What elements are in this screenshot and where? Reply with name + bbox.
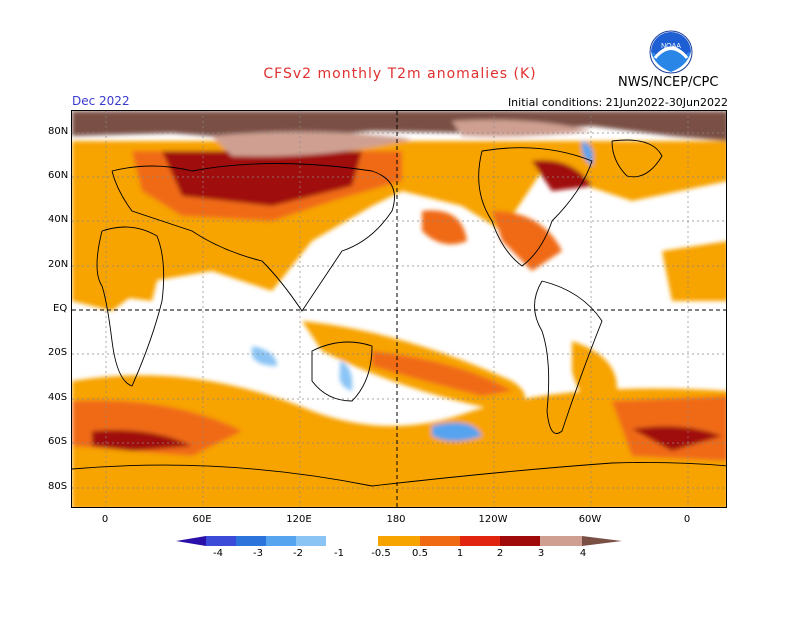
colorbar-swatch-3-2 (236, 536, 266, 546)
colorbar-swatch-below-4 (176, 536, 206, 546)
colorbar-label-m3: -3 (253, 548, 263, 559)
colorbar-label-2: 2 (496, 548, 504, 559)
map-reference-lines (72, 111, 726, 507)
coastlines (72, 139, 726, 487)
lon-label-60e: 60E (192, 514, 212, 525)
lon-label-120e: 120E (286, 514, 312, 525)
colorbar-swatch-1-2 (420, 536, 460, 546)
map-grid (72, 111, 726, 507)
colorbar-swatch-3-4 (500, 536, 540, 546)
lon-label-60w: 60W (578, 514, 602, 525)
colorbar-swatch-above (582, 536, 622, 546)
noaa-logo: NOAA (649, 30, 693, 74)
colorbar-swatch-2-1 (266, 536, 296, 546)
lat-label-40n: 40N (48, 214, 69, 225)
lon-label-0: 0 (101, 514, 109, 525)
colorbar-label-m05: -0.5 (371, 548, 391, 559)
anomaly-map (71, 110, 727, 508)
lon-label-180: 180 (386, 514, 406, 525)
map-title: CFSv2 monthly T2m anomalies (K) (263, 66, 537, 82)
colorbar-label-1: 1 (456, 548, 464, 559)
agency-label: NWS/NCEP/CPC (618, 75, 719, 90)
colorbar-label-m2: -2 (293, 548, 303, 559)
initial-conditions: Initial conditions: 21Jun2022-30Jun2022 (507, 96, 728, 109)
colorbar-swatch-2-3 (460, 536, 500, 546)
logo-text: NOAA (661, 43, 681, 50)
colorbar-label-m4: -4 (213, 548, 223, 559)
forecast-month: Dec 2022 (72, 94, 130, 108)
lat-label-60s: 60S (48, 436, 68, 447)
colorbar-swatch-4-3 (206, 536, 236, 546)
colorbar-label-05: 0.5 (412, 548, 428, 559)
lat-label-80n: 80N (48, 126, 69, 137)
colorbar-label-4: 4 (579, 548, 587, 559)
lat-label-40s: 40S (48, 392, 68, 403)
colorbar-label-3: 3 (537, 548, 545, 559)
colorbar-swatch-1-05 (296, 536, 326, 546)
lat-label-20s: 20S (48, 347, 68, 358)
colorbar-label-m1: -1 (334, 548, 344, 559)
map-canvas (72, 111, 726, 507)
lat-label-20n: 20N (48, 259, 69, 270)
colorbar-swatch-4-5 (540, 536, 582, 546)
lat-label-80s: 80S (48, 481, 68, 492)
lat-label-eq: EQ (53, 303, 68, 314)
colorbar-swatch-neutral (326, 536, 378, 546)
lon-label-0-east: 0 (683, 514, 691, 525)
lon-label-120w: 120W (478, 514, 508, 525)
lat-label-60n: 60N (48, 170, 69, 181)
colorbar-swatch-05-1 (378, 536, 420, 546)
anomaly-fill (72, 111, 726, 507)
